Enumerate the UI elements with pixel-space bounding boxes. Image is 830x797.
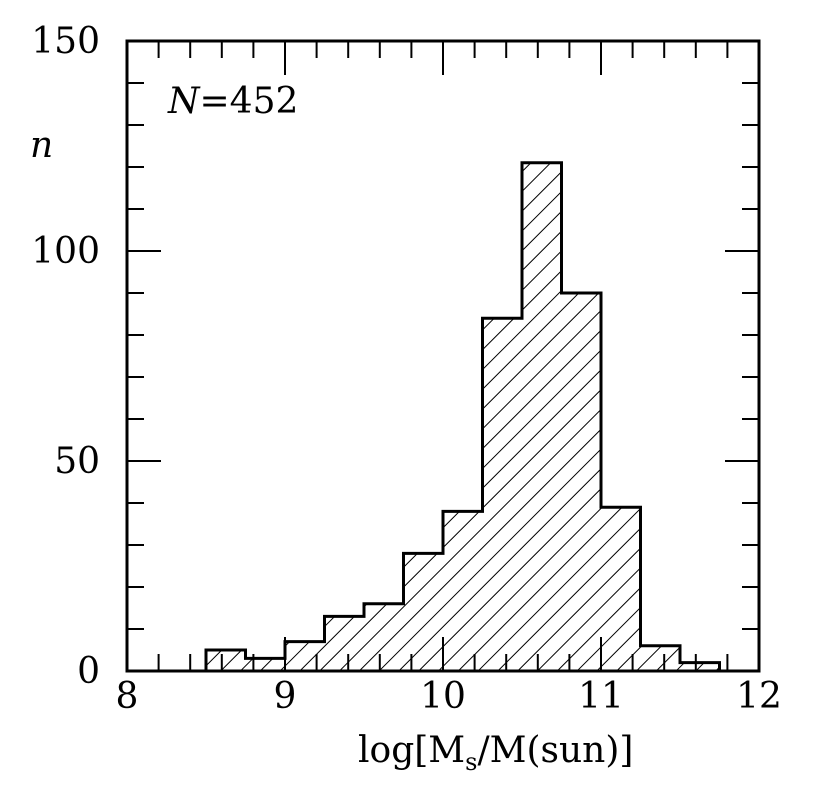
plot-frame [125,39,761,673]
sample-size-symbol: N [167,81,201,122]
y-tick-label-100: 100 [31,231,100,272]
histogram-bar-9 [561,293,601,671]
histogram-bar-2 [285,641,325,671]
histogram-bar-12 [680,662,720,671]
x-tick-label-11: 11 [578,676,624,717]
y-tick-label-0: 0 [77,651,100,692]
x-tick-label-8: 8 [116,676,139,717]
histogram-bar-0 [206,650,246,671]
x-axis-title: log[Ms/M(sun)] [358,730,633,776]
y-axis-title: n [30,125,53,166]
histogram-bar-7 [482,318,522,671]
x-tick-label-9: 9 [274,676,297,717]
y-tick-label-150: 150 [31,21,100,62]
histogram-bar-1 [245,658,285,671]
sample-size-annotation: N=452 [167,81,298,122]
x-axis-title-pre: log[M [358,730,465,771]
histogram-bar-6 [443,511,483,671]
histogram-bar-11 [640,645,680,671]
histogram-bars [206,162,720,672]
histogram-bar-5 [403,553,443,671]
x-axis-title-post: /M(sun)] [477,730,633,771]
y-tick-label-50: 50 [54,441,100,482]
x-tick-label-12: 12 [736,676,782,717]
x-tick-label-10: 10 [420,676,466,717]
histogram-bar-8 [522,162,562,672]
histogram-bar-10 [601,507,641,671]
sample-size-value: =452 [200,81,299,122]
histogram-bar-3 [324,616,364,671]
histogram-bar-4 [364,603,404,671]
x-axis-title-sub: s [465,748,477,776]
